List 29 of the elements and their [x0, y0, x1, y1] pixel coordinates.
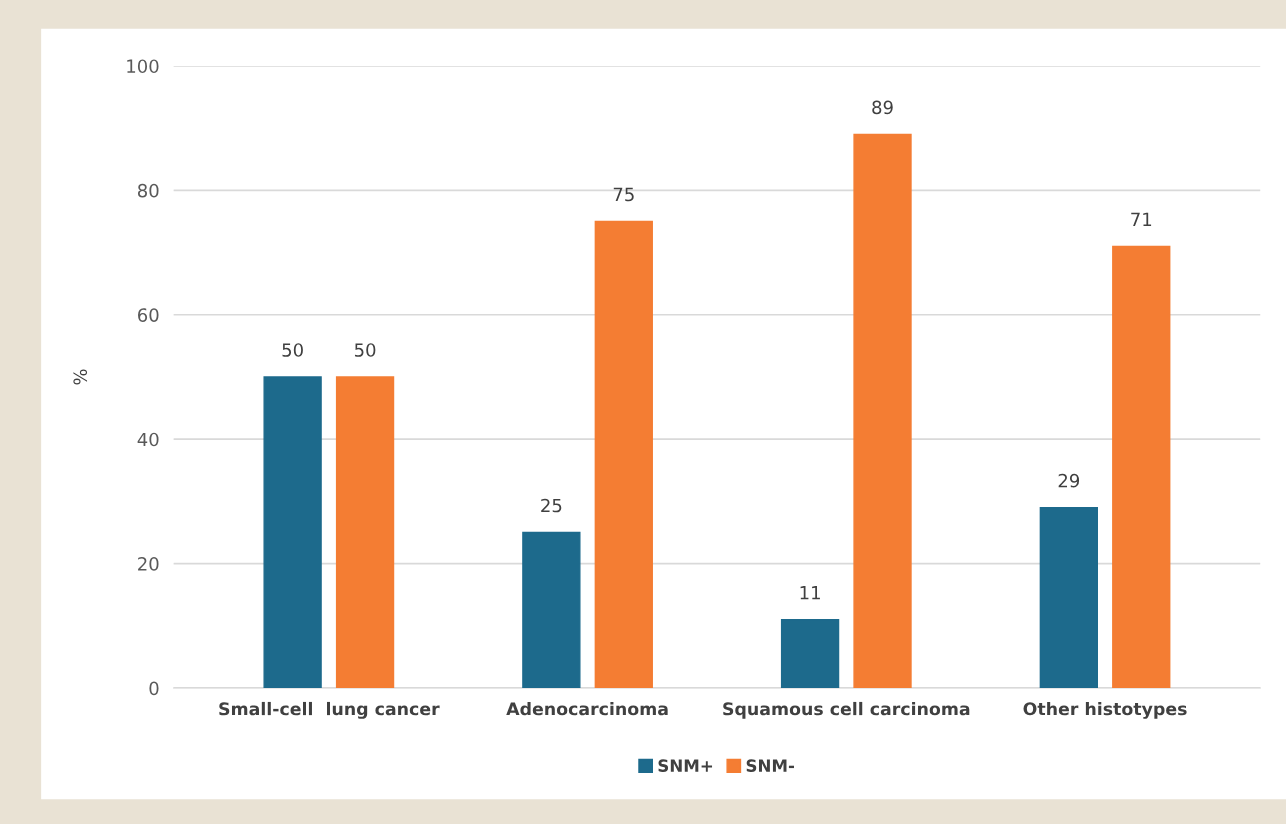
y-tick-label: 80 — [137, 183, 159, 198]
data-label: 89 — [872, 100, 893, 115]
data-label: 50 — [282, 343, 303, 357]
data-label: 71 — [1131, 212, 1152, 226]
y-tick-label: 40 — [137, 432, 159, 447]
bar — [780, 618, 840, 689]
bar — [522, 531, 581, 689]
y-tick-label: 20 — [138, 557, 159, 571]
bar — [1039, 506, 1098, 689]
bar — [1112, 245, 1171, 689]
bar — [853, 133, 912, 689]
bar — [594, 220, 653, 689]
x-tick-label: Other histotypes — [1023, 701, 1187, 719]
legend-label: SNM- — [746, 759, 795, 772]
data-label: 11 — [800, 586, 820, 600]
bar — [335, 376, 395, 689]
legend-label: SNM+ — [658, 759, 713, 772]
y-tick-label: 100 — [127, 59, 159, 74]
bar — [263, 376, 322, 689]
y-axis-title: % — [73, 369, 88, 385]
x-tick-label: Small-cell lung cancer — [219, 701, 440, 719]
data-label: 25 — [541, 498, 562, 513]
y-tick-label: 0 — [149, 681, 159, 696]
y-tick-label: 60 — [138, 308, 159, 322]
x-tick-label: Adenocarcinoma — [506, 701, 668, 716]
x-tick-label: Squamous cell carcinoma — [723, 701, 970, 719]
data-label: 75 — [613, 187, 634, 202]
data-label: 50 — [354, 343, 376, 357]
data-label: 29 — [1058, 473, 1080, 488]
